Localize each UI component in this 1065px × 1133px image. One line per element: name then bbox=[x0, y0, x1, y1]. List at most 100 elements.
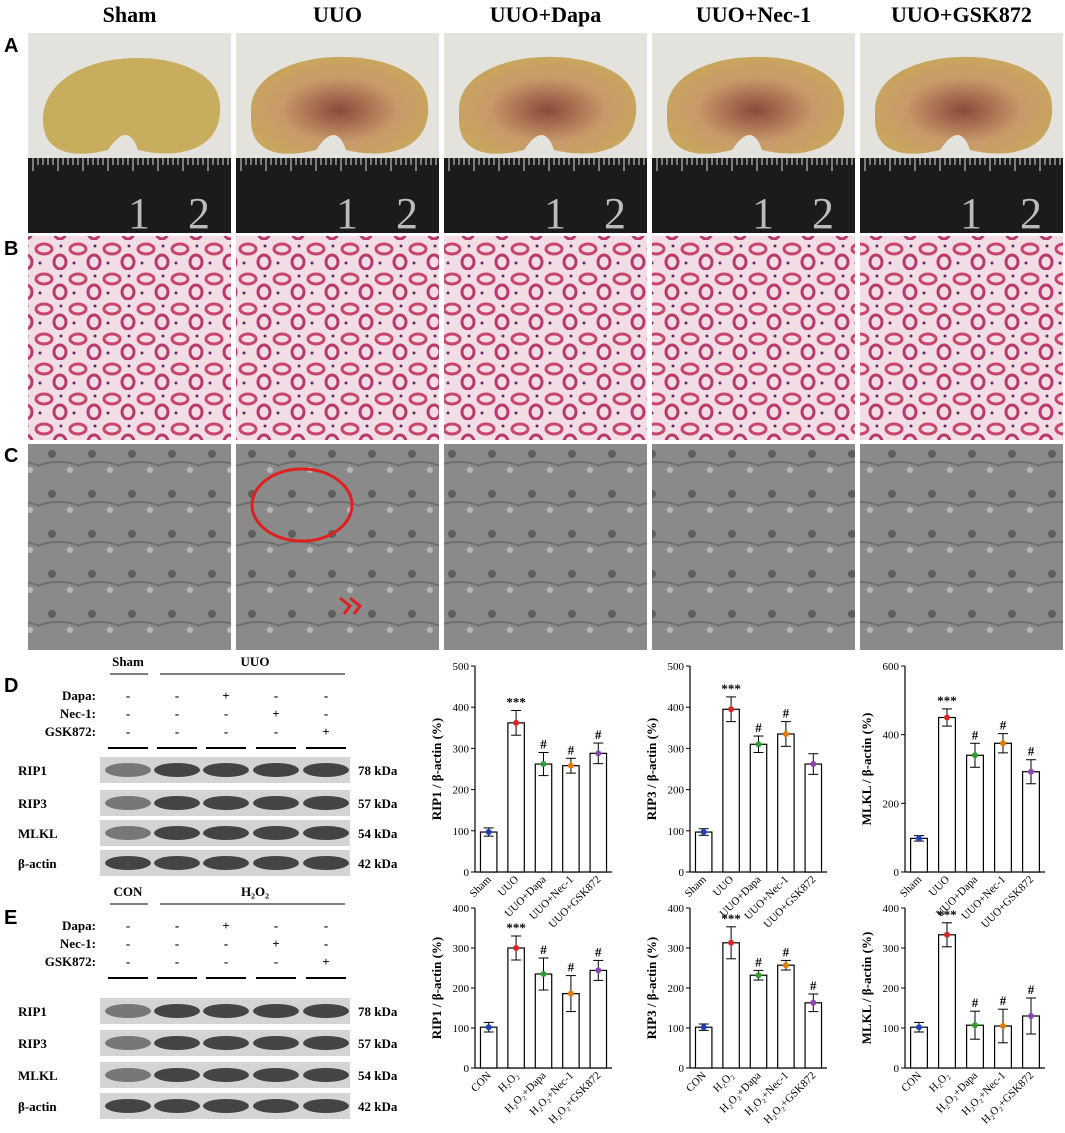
group-header: H₂O₂ bbox=[241, 884, 269, 899]
y-tick-label: 200 bbox=[883, 983, 900, 995]
ruler-mark: 2 bbox=[1020, 189, 1042, 238]
y-tick-label: 100 bbox=[453, 826, 470, 838]
mean-point bbox=[567, 990, 574, 997]
bar bbox=[804, 1002, 823, 1069]
mean-point bbox=[540, 761, 547, 768]
kidney-photo bbox=[251, 56, 429, 154]
blot-band bbox=[105, 1099, 151, 1113]
y-axis-label: RIP3 / β-actin (%) bbox=[644, 718, 659, 821]
size-label: 78 kDa bbox=[358, 1004, 398, 1019]
size-label: 54 kDa bbox=[358, 1068, 398, 1083]
x-tick-label: Sham bbox=[683, 873, 710, 900]
significance-label: # bbox=[972, 727, 979, 742]
em-micrograph bbox=[860, 444, 1063, 650]
bar bbox=[937, 716, 956, 873]
blot-band bbox=[105, 856, 151, 870]
panel-label: E bbox=[4, 907, 17, 929]
bar bbox=[749, 974, 768, 1069]
column-header: UUO+GSK872 bbox=[891, 2, 1032, 27]
y-tick-label: 400 bbox=[883, 730, 900, 742]
panel-label: D bbox=[4, 675, 18, 697]
y-tick-label: 200 bbox=[453, 983, 470, 995]
mean-point bbox=[595, 967, 602, 974]
bar bbox=[937, 934, 956, 1069]
mean-point bbox=[916, 835, 922, 842]
treatment-sign: - bbox=[274, 724, 278, 739]
mean-point bbox=[485, 829, 492, 836]
blot-band bbox=[105, 763, 151, 777]
bar bbox=[694, 1026, 713, 1069]
protein-label: MLKL bbox=[18, 826, 58, 841]
blot-band bbox=[154, 1036, 200, 1050]
blot-band bbox=[203, 763, 249, 777]
blot-band bbox=[253, 1036, 299, 1050]
significance-label: # bbox=[595, 944, 602, 959]
y-tick-label: 0 bbox=[464, 1063, 470, 1075]
bar bbox=[993, 742, 1012, 873]
x-tick-label: CON bbox=[684, 1070, 709, 1095]
y-tick-label: 300 bbox=[668, 743, 685, 755]
bar bbox=[722, 942, 740, 1069]
significance-label: # bbox=[1028, 982, 1035, 997]
treatment-sign: - bbox=[175, 706, 179, 721]
blot-band bbox=[253, 1099, 299, 1113]
significance-label: # bbox=[1028, 744, 1035, 759]
ruler-mark: 1 bbox=[960, 189, 982, 238]
bar bbox=[909, 837, 928, 873]
em-micrograph bbox=[444, 444, 647, 650]
treatment-sign: - bbox=[126, 724, 130, 739]
y-axis-label: MLKL / β-actin (%) bbox=[859, 932, 874, 1045]
significance-label: *** bbox=[937, 907, 957, 922]
y-axis-label: RIP3 / β-actin (%) bbox=[644, 937, 659, 1040]
mean-point bbox=[810, 761, 817, 768]
significance-label: # bbox=[540, 737, 547, 752]
bar bbox=[909, 1026, 928, 1069]
size-label: 42 kDa bbox=[358, 856, 398, 871]
significance-label: # bbox=[810, 978, 817, 993]
treatment-sign: - bbox=[126, 688, 130, 703]
treatment-sign: - bbox=[126, 918, 130, 933]
blot-band bbox=[203, 1068, 249, 1082]
size-label: 78 kDa bbox=[358, 763, 398, 778]
blot-band bbox=[154, 1068, 200, 1082]
size-label: 57 kDa bbox=[358, 1036, 398, 1051]
blot-band bbox=[253, 1068, 299, 1082]
significance-label: *** bbox=[721, 681, 741, 696]
bar bbox=[507, 722, 525, 873]
protein-label: RIP1 bbox=[18, 763, 47, 778]
mean-point bbox=[1028, 768, 1034, 775]
ruler bbox=[444, 158, 647, 233]
protein-label: RIP1 bbox=[18, 1004, 47, 1019]
y-tick-label: 100 bbox=[668, 1023, 685, 1035]
ruler-mark: 2 bbox=[604, 189, 626, 238]
significance-label: # bbox=[783, 944, 790, 959]
treatment-sign: - bbox=[274, 688, 278, 703]
treatment-sign: + bbox=[272, 706, 279, 721]
mean-point bbox=[810, 999, 817, 1006]
bar bbox=[479, 1026, 498, 1069]
he-micrograph bbox=[444, 236, 647, 440]
he-micrograph bbox=[652, 236, 855, 440]
kidney-photo bbox=[43, 57, 221, 154]
blot-band bbox=[203, 826, 249, 840]
bar bbox=[722, 708, 740, 873]
y-tick-label: 300 bbox=[668, 943, 685, 955]
treatment-sign: - bbox=[126, 936, 130, 951]
significance-label: # bbox=[755, 720, 762, 735]
significance-label: # bbox=[568, 742, 575, 757]
size-label: 54 kDa bbox=[358, 826, 398, 841]
y-tick-label: 100 bbox=[668, 826, 685, 838]
treatment-sign: - bbox=[224, 706, 228, 721]
he-micrograph bbox=[236, 236, 439, 440]
blot-band bbox=[253, 1004, 299, 1018]
x-tick-label: Sham bbox=[468, 873, 495, 900]
blot-band bbox=[203, 1036, 249, 1050]
y-tick-label: 0 bbox=[464, 867, 470, 879]
treatment-sign: - bbox=[224, 936, 228, 951]
mean-point bbox=[972, 752, 978, 759]
mean-point bbox=[728, 939, 735, 946]
significance-label: *** bbox=[721, 911, 741, 926]
treatment-sign: - bbox=[224, 954, 228, 969]
ruler bbox=[860, 158, 1063, 233]
column-header: UUO+Dapa bbox=[490, 2, 602, 27]
